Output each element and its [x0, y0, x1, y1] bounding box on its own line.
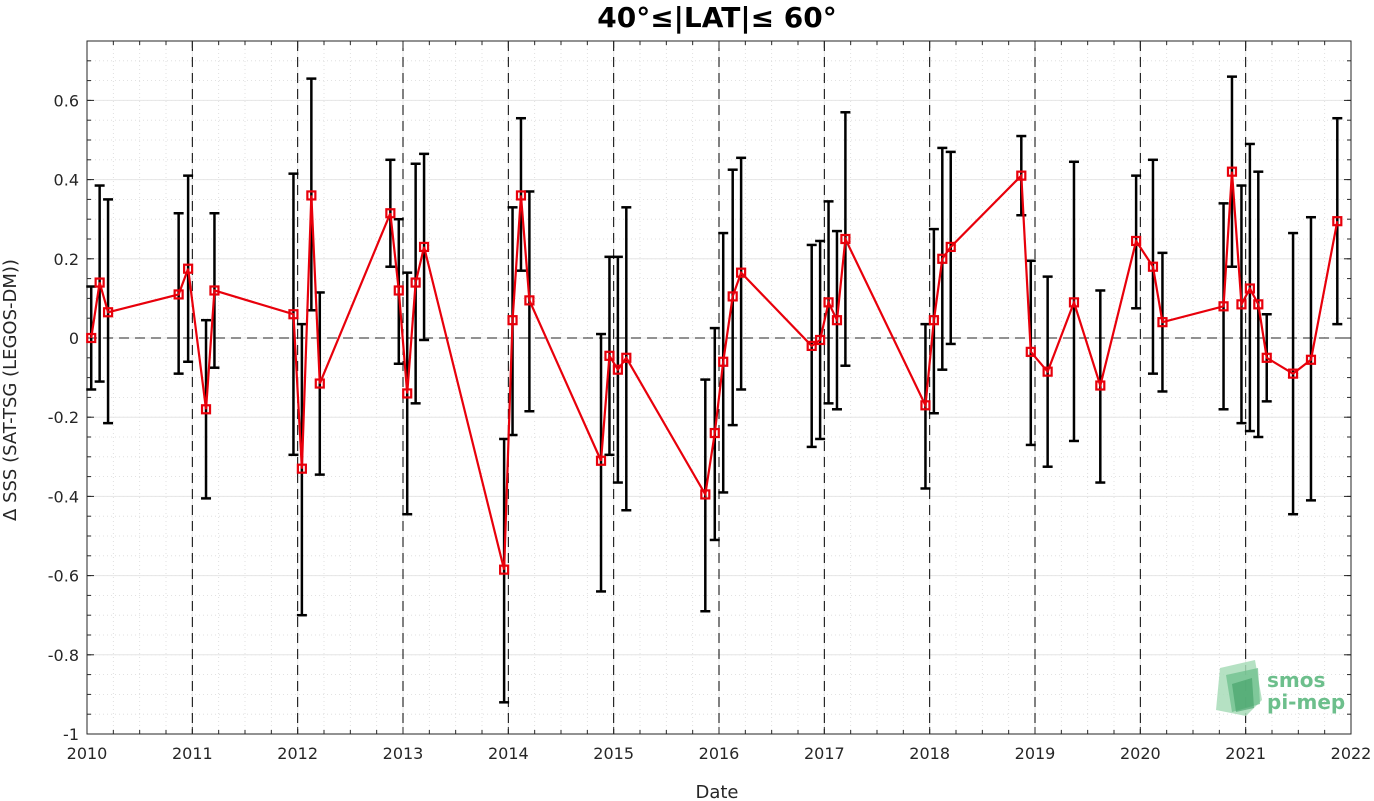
- logo-mark-icon: [1216, 660, 1262, 716]
- data-point-marker: [831, 315, 843, 326]
- data-point-marker: [515, 190, 527, 201]
- data-point-marker: [393, 285, 404, 296]
- data-point-marker: [1131, 235, 1142, 247]
- data-point-marker: [524, 295, 535, 306]
- data-point-marker: [709, 427, 720, 439]
- data-point-marker: [718, 356, 729, 367]
- data-point-marker: [102, 307, 114, 318]
- smos-pi-mep-logo: smos pi-mep: [1216, 660, 1345, 716]
- data-point-marker: [1025, 346, 1036, 357]
- data-point-marker: [86, 332, 97, 344]
- data-point-marker: [1305, 354, 1317, 365]
- x-tick-label: 2014: [488, 744, 529, 763]
- data-point-marker: [385, 208, 396, 219]
- data-point-marker: [306, 190, 317, 201]
- year-dividers: [191, 41, 1247, 734]
- data-point-marker: [823, 297, 834, 308]
- data-point-marker: [288, 309, 299, 320]
- logo-text-line1: smos: [1267, 668, 1325, 692]
- x-tick-label: 2019: [1015, 744, 1056, 763]
- data-point-marker: [595, 455, 607, 466]
- data-point-marker: [1218, 301, 1229, 312]
- logo-text-line2: pi-mep: [1267, 690, 1345, 714]
- data-point-marker: [507, 315, 518, 326]
- data-point-marker: [173, 289, 184, 300]
- y-axis-label: Δ SSS (SAT-TSG (LEGOS-DM)): [0, 259, 21, 521]
- data-point-marker: [402, 388, 413, 399]
- data-point-marker: [1068, 297, 1080, 308]
- x-tick-label: 2013: [383, 744, 424, 763]
- data-point-marker: [700, 489, 711, 500]
- y-tick-label: -0.8: [48, 646, 79, 665]
- x-tick-label: 2021: [1225, 744, 1266, 763]
- data-point-marker: [1253, 299, 1264, 310]
- data-point-marker: [1236, 299, 1247, 310]
- x-tick-labels: 2010 2011 2012 2013 2014 2015 2016 2017 2018 2019…: [67, 744, 1372, 763]
- y-tick-label: -0.4: [48, 487, 79, 506]
- data-point-marker: [314, 378, 325, 389]
- data-point-marker: [1226, 166, 1238, 177]
- data-point-marker: [928, 315, 939, 326]
- data-point-marker: [736, 267, 747, 278]
- data-point-marker: [1287, 368, 1299, 379]
- y-tick-label: 0.2: [54, 250, 79, 269]
- x-tick-label: 2012: [277, 744, 318, 763]
- data-point-marker: [296, 463, 307, 474]
- data-point-marker: [94, 277, 105, 288]
- data-point-marker: [1042, 366, 1053, 377]
- data-markers: [86, 166, 1343, 575]
- data-point-marker: [604, 350, 615, 361]
- data-point-marker: [945, 241, 956, 253]
- axis-ticks: [86, 40, 1352, 735]
- data-point-marker: [1157, 317, 1168, 328]
- x-tick-label: 2022: [1331, 744, 1372, 763]
- y-tick-label: 0.4: [54, 171, 79, 190]
- data-point-marker: [200, 404, 212, 415]
- x-tick-label: 2011: [172, 744, 213, 763]
- x-tick-label: 2020: [1120, 744, 1161, 763]
- x-tick-label: 2010: [67, 744, 108, 763]
- data-point-marker: [410, 277, 421, 288]
- data-point-marker: [727, 291, 738, 302]
- data-point-marker: [1261, 352, 1272, 363]
- x-tick-label: 2018: [909, 744, 950, 763]
- data-point-marker: [621, 352, 632, 363]
- y-tick-label: -0.2: [48, 408, 79, 427]
- data-point-marker: [937, 253, 948, 264]
- data-point-marker: [1016, 170, 1027, 181]
- x-tick-label: 2015: [593, 744, 634, 763]
- data-point-marker: [806, 340, 817, 352]
- y-tick-labels: -1 -0.8 -0.6 -0.4 -0.2 0 0.2 0.4 0.6: [48, 91, 79, 744]
- data-point-marker: [1095, 380, 1106, 391]
- y-tick-label: -0.6: [48, 567, 79, 586]
- y-tick-label: 0: [69, 329, 79, 348]
- data-point-marker: [815, 334, 826, 346]
- data-point-marker: [920, 400, 931, 411]
- series-line: [90, 171, 1339, 570]
- data-point-marker: [1147, 261, 1159, 272]
- x-tick-label: 2017: [804, 744, 845, 763]
- data-point-marker: [209, 285, 220, 296]
- data-point-marker: [1244, 283, 1255, 294]
- y-tick-label: -1: [63, 725, 79, 744]
- x-axis-label: Date: [695, 782, 738, 801]
- data-point-marker: [840, 233, 851, 245]
- chart-title: 40°≤|LAT|≤ 60°: [597, 1, 837, 34]
- x-tick-label: 2016: [699, 744, 740, 763]
- y-tick-label: 0.6: [54, 91, 79, 110]
- data-point-marker: [612, 364, 623, 375]
- data-point-marker: [418, 241, 430, 253]
- error-bars: [86, 75, 1343, 704]
- data-point-marker: [183, 263, 194, 274]
- data-point-marker: [499, 564, 510, 575]
- data-point-marker: [1332, 216, 1343, 227]
